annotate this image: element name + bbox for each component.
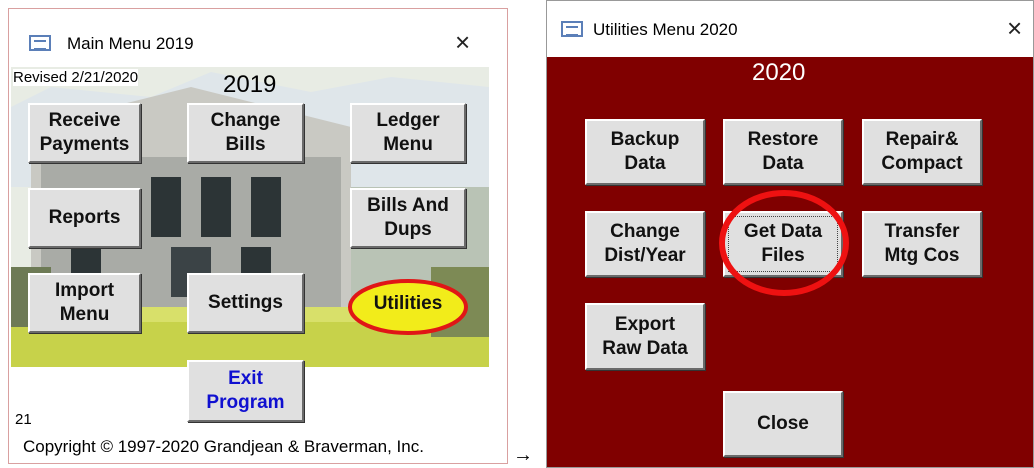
button-label: Transfer [885, 220, 960, 244]
button-label: Close [757, 412, 809, 436]
button-label: Payments [40, 133, 130, 157]
button-label: Program [206, 391, 284, 415]
button-label: Data [624, 152, 665, 176]
button-label: Reports [49, 206, 121, 230]
button-label: Data [762, 152, 803, 176]
app-icon [29, 35, 51, 51]
page: Main Menu 2019 × Revised 2/21/2020 2019 … [0, 0, 1034, 468]
button-label: Mtg Cos [885, 244, 960, 268]
copyright: Copyright © 1997-2020 Grandjean & Braver… [23, 437, 424, 457]
menu-button[interactable]: Reports [28, 188, 141, 248]
button-label: Menu [383, 133, 433, 157]
button-label: Get Data [744, 220, 822, 244]
button-label: Compact [881, 152, 962, 176]
button-label: Exit [228, 367, 263, 391]
window-title: Utilities Menu 2020 [593, 20, 738, 40]
button-label: Settings [208, 291, 283, 315]
arrow: → [513, 444, 533, 467]
button-label: Change [610, 220, 680, 244]
button-label: Export [615, 313, 675, 337]
button-label: Menu [60, 303, 110, 327]
button-label: Bills [225, 133, 265, 157]
button-label: Dups [384, 218, 432, 242]
button-label: Backup [611, 128, 680, 152]
menu-button[interactable]: Close [723, 391, 843, 457]
button-label: Dist/Year [604, 244, 685, 268]
app-icon [561, 21, 583, 37]
button-label: Restore [748, 128, 819, 152]
menu-button[interactable]: Repair&Compact [862, 119, 982, 185]
window-title: Main Menu 2019 [67, 34, 194, 54]
button-label: Utilities [374, 292, 443, 316]
button-label: Receive [49, 109, 121, 133]
button-label: Ledger [376, 109, 439, 133]
button-label: Repair& [886, 128, 959, 152]
revised-date: Revised 2/21/2020 [13, 69, 138, 86]
year-label: 2020 [752, 59, 805, 87]
close-button[interactable]: × [1007, 13, 1022, 44]
button-label: Import [55, 279, 114, 303]
close-button[interactable]: × [455, 27, 470, 58]
menu-button[interactable]: Settings [187, 273, 304, 333]
button-label: Files [761, 244, 804, 268]
button-label: Bills And [367, 194, 449, 218]
button-label: Change [211, 109, 281, 133]
record-number: 21 [15, 411, 32, 428]
year-label: 2019 [223, 71, 276, 99]
menu-button[interactable]: Utilities [350, 281, 466, 327]
main-menu-window: Main Menu 2019 × Revised 2/21/2020 2019 … [8, 8, 508, 464]
button-label: Raw Data [602, 337, 688, 361]
